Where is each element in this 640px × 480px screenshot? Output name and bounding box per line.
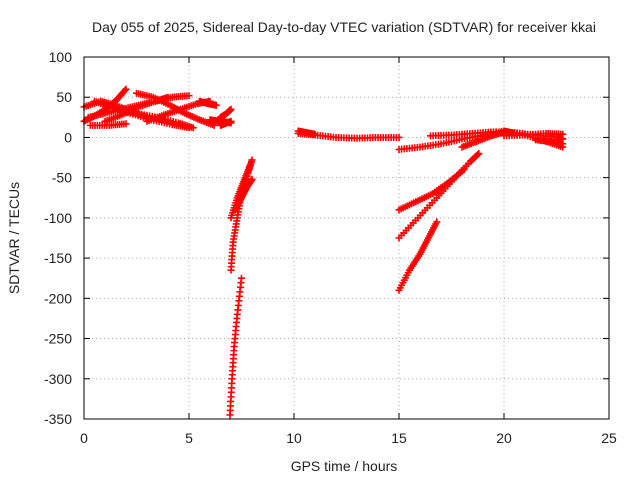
data-point — [185, 92, 193, 100]
y-axis-label: SDTVAR / TECUs — [6, 182, 22, 294]
data-point — [189, 124, 197, 132]
data-markers — [80, 85, 567, 419]
y-tick-label: -300 — [44, 371, 72, 387]
data-point — [238, 274, 245, 282]
y-tick-label: 0 — [64, 129, 72, 145]
data-point — [559, 130, 567, 138]
data-point — [227, 105, 235, 113]
y-tick-label: -200 — [44, 290, 72, 306]
axis-tick-labels: 0 5 10 15 20 25 -350 -300 -250 -200 -150 -100 -50 0 50… — [44, 49, 617, 446]
data-point — [122, 120, 130, 128]
y-tick-label: 50 — [56, 89, 72, 105]
x-tick-label: 10 — [286, 430, 302, 446]
data-point — [395, 133, 403, 141]
data-point — [248, 156, 256, 164]
x-tick-label: 5 — [185, 430, 193, 446]
x-tick-label: 0 — [80, 430, 88, 446]
data-point — [474, 151, 482, 159]
data-point — [559, 140, 567, 148]
y-tick-label: -350 — [44, 411, 72, 427]
y-tick-label: -250 — [44, 331, 72, 347]
y-tick-label: -50 — [52, 170, 72, 186]
data-point — [248, 175, 256, 183]
data-point — [433, 218, 441, 226]
plot-area-frame — [83, 56, 610, 420]
data-point — [246, 162, 254, 170]
grid-lines — [84, 57, 609, 419]
data-point — [227, 119, 235, 127]
data-point — [122, 85, 130, 93]
y-tick-label: -100 — [44, 210, 72, 226]
x-axis-label: GPS time / hours — [291, 458, 398, 474]
data-point — [164, 93, 172, 101]
chart-title: Day 055 of 2025, Sidereal Day-to-day VTE… — [92, 19, 596, 35]
axis-ticks — [83, 56, 610, 420]
x-tick-label: 15 — [391, 430, 407, 446]
data-point — [121, 86, 129, 94]
y-tick-label: 100 — [49, 49, 73, 65]
data-point — [311, 130, 319, 138]
data-point — [475, 150, 483, 158]
y-tick-label: -150 — [44, 250, 72, 266]
x-tick-label: 20 — [496, 430, 512, 446]
x-tick-label: 25 — [601, 430, 617, 446]
data-point — [212, 101, 220, 109]
